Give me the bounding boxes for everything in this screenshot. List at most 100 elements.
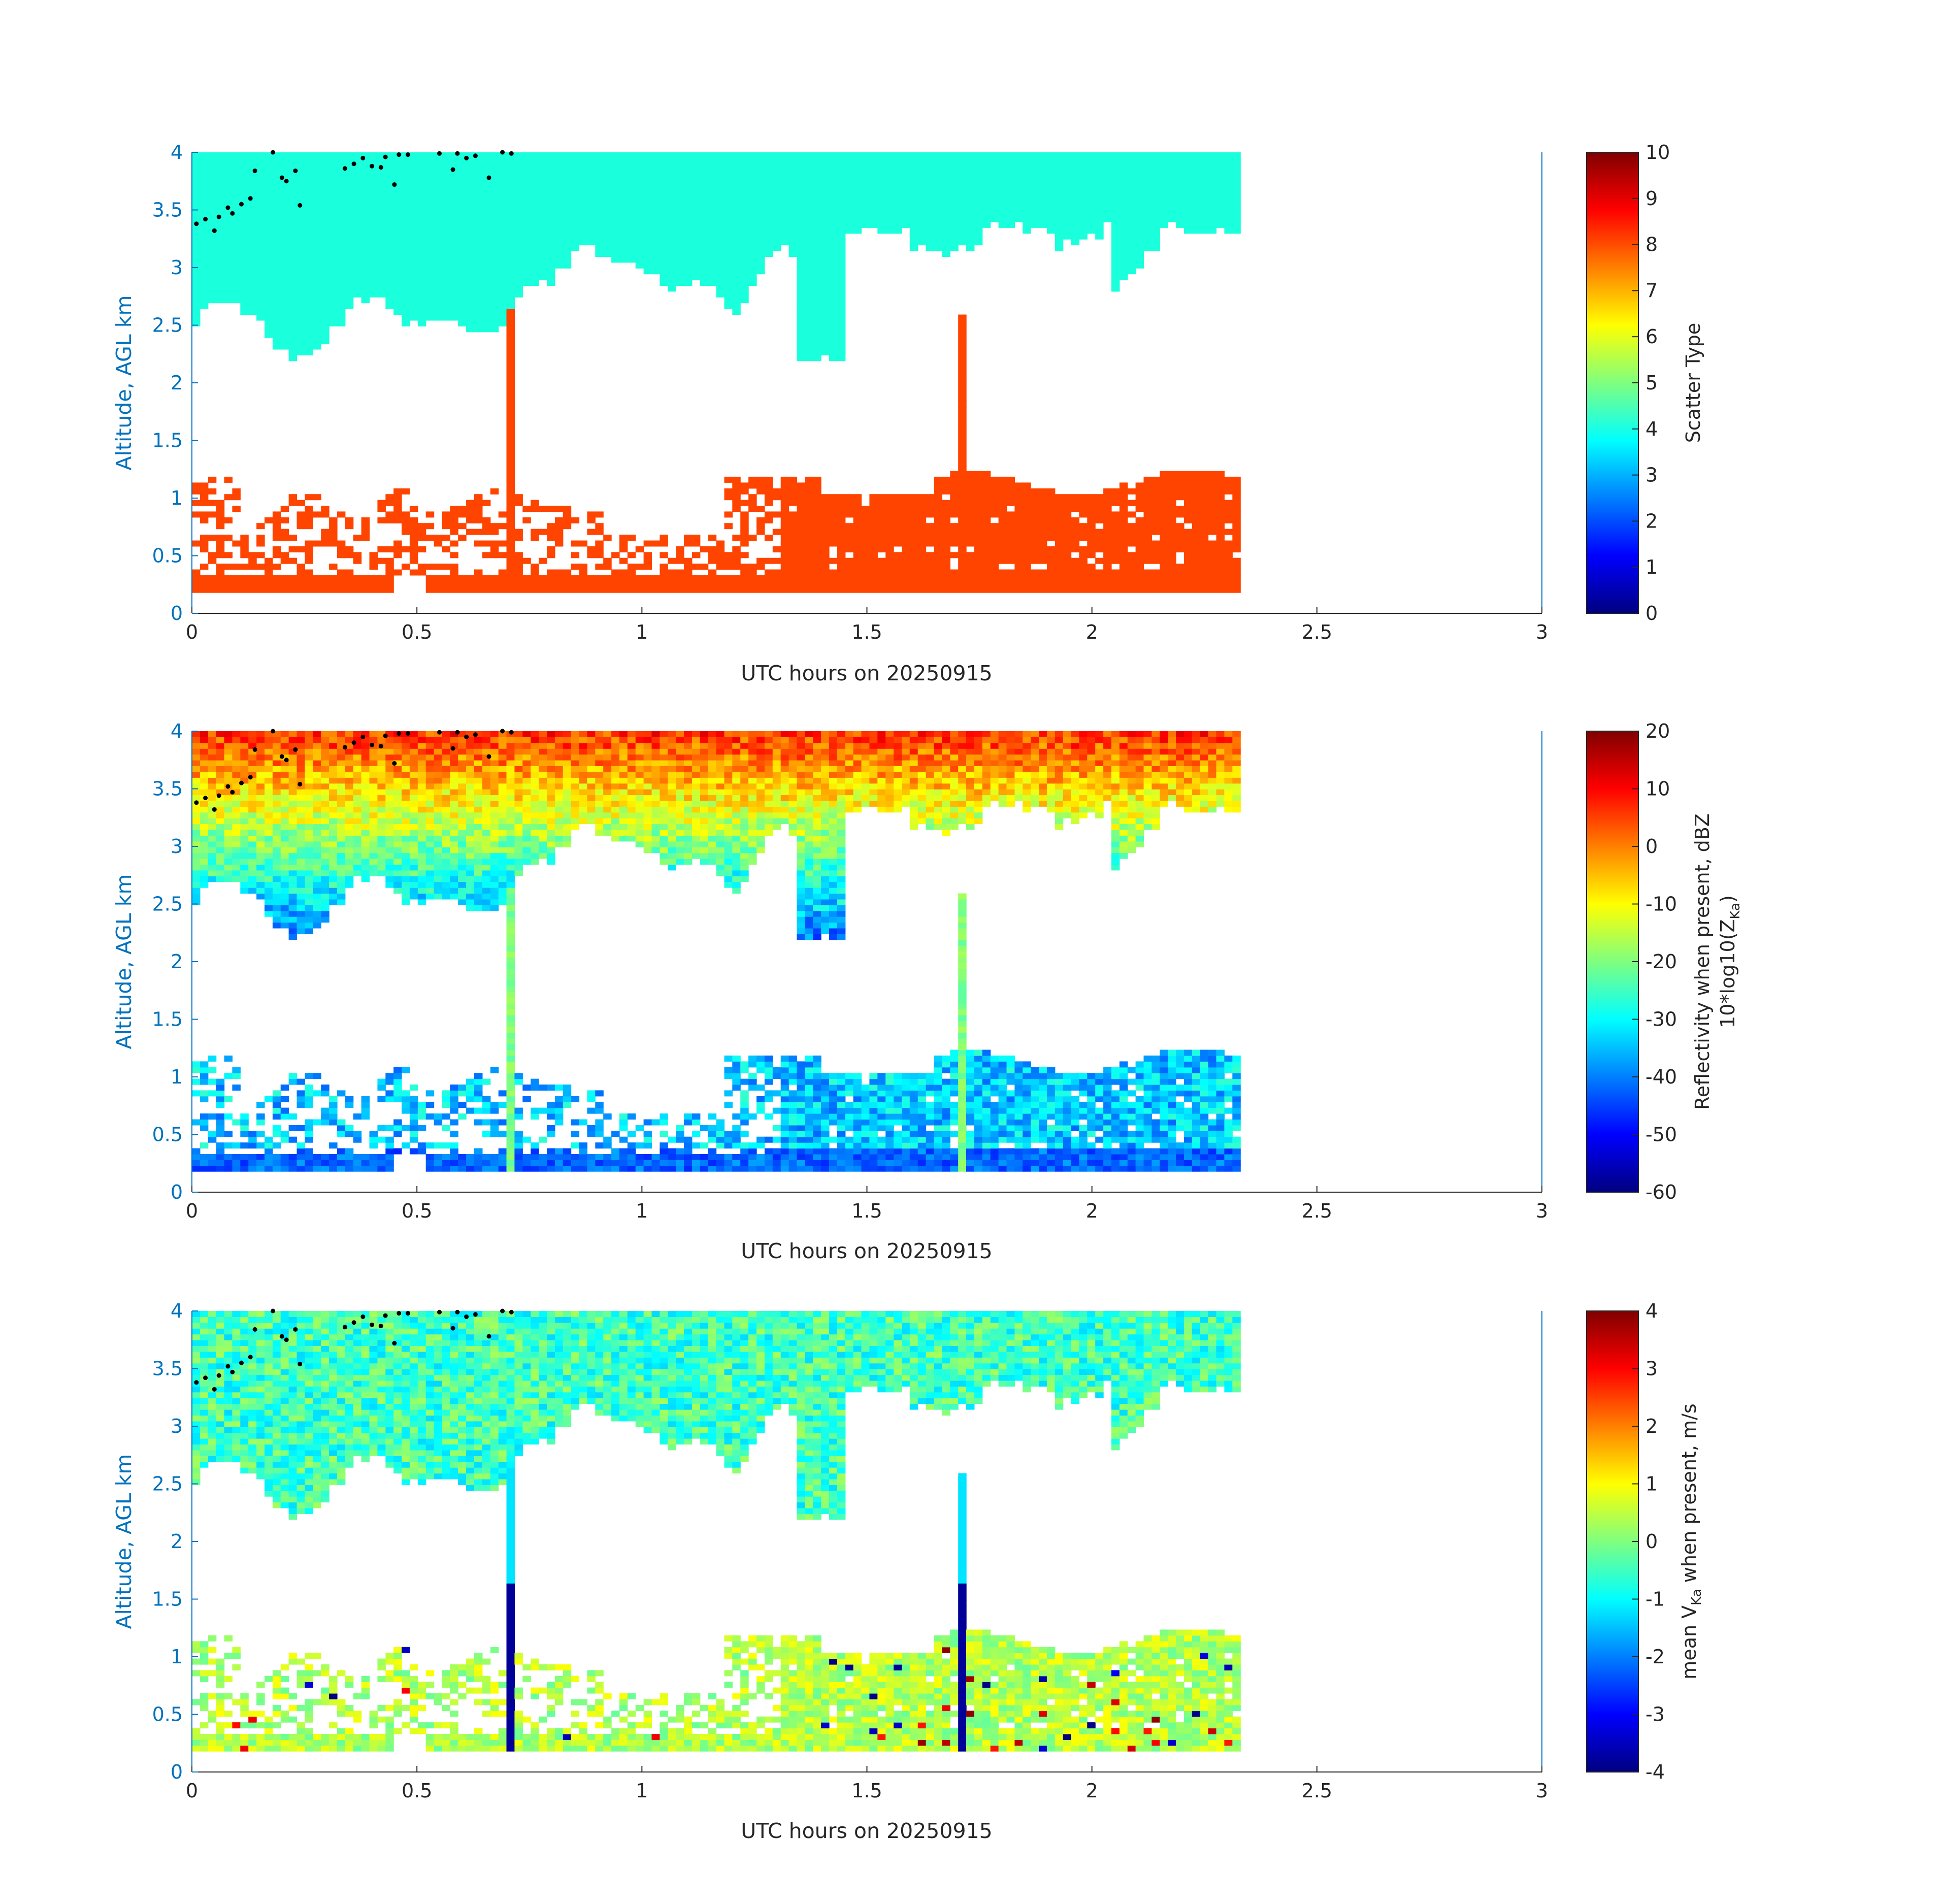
heatmap-cell	[482, 187, 491, 193]
heatmap-cell	[554, 163, 564, 170]
heatmap-cell	[1087, 204, 1096, 211]
heatmap-cell	[676, 204, 684, 211]
heatmap-cell	[345, 204, 354, 211]
heatmap-cell	[611, 152, 620, 158]
heatmap-cell	[200, 760, 209, 766]
heatmap-cell	[716, 557, 725, 564]
heatmap-cell	[950, 175, 959, 182]
heatmap-cell	[563, 210, 572, 217]
heatmap-cell	[1055, 239, 1064, 246]
heatmap-cell	[861, 552, 870, 559]
heatmap-cell	[619, 152, 628, 158]
heatmap-cell	[1200, 523, 1209, 530]
heatmap-cell	[611, 239, 620, 246]
heatmap-cell	[716, 268, 725, 275]
heatmap-cell	[902, 529, 910, 535]
heatmap-cell	[813, 575, 821, 581]
heatmap-cell	[837, 523, 846, 530]
heatmap-cell	[369, 552, 378, 559]
heatmap-cell	[1111, 152, 1120, 158]
heatmap-cell	[797, 175, 805, 182]
heatmap-cell	[1208, 158, 1217, 165]
heatmap-cell	[321, 216, 330, 222]
heatmap-cell	[740, 158, 749, 165]
heatmap-cell	[732, 233, 741, 240]
heatmap-cell	[772, 192, 781, 199]
heatmap-cell	[240, 1119, 249, 1126]
heatmap-cell	[651, 251, 660, 257]
heatmap-cell	[337, 268, 346, 275]
heatmap-cell	[1006, 192, 1015, 199]
heatmap-cell	[232, 864, 241, 871]
heatmap-cell	[297, 511, 305, 518]
heatmap-cell	[732, 552, 741, 559]
heatmap-cell	[660, 274, 668, 280]
heatmap-cell	[902, 511, 910, 518]
heatmap-cell	[216, 546, 225, 552]
heatmap-cell	[950, 500, 959, 506]
heatmap-cell	[902, 221, 910, 228]
heatmap-cell	[232, 754, 241, 761]
heatmap-cell	[1103, 192, 1112, 199]
heatmap-cell	[192, 210, 201, 217]
heatmap-cell	[442, 586, 450, 593]
heatmap-cell	[208, 1090, 217, 1097]
heatmap-cell	[756, 476, 765, 483]
heatmap-cell	[748, 268, 757, 275]
heatmap-cell	[651, 233, 660, 240]
heatmap-cell	[797, 239, 805, 246]
heatmap-cell	[337, 216, 346, 222]
heatmap-cell	[982, 586, 991, 593]
heatmap-cell	[861, 581, 870, 587]
heatmap-cell	[974, 239, 983, 246]
heatmap-cell	[1063, 163, 1072, 170]
heatmap-cell	[950, 163, 959, 170]
heatmap-cell	[861, 158, 870, 165]
heatmap-cell	[1119, 227, 1128, 234]
heatmap-cell	[248, 824, 257, 830]
heatmap-cell	[256, 199, 265, 205]
heatmap-cell	[208, 876, 217, 882]
heatmap-cell	[934, 552, 942, 559]
heatmap-cell	[442, 245, 450, 251]
heatmap-cell	[1006, 488, 1015, 495]
heatmap-cell	[192, 893, 201, 900]
heatmap-cell	[353, 280, 362, 286]
heatmap-cell	[288, 227, 298, 234]
heatmap-cell	[1111, 552, 1120, 559]
heatmap-cell	[547, 262, 555, 269]
heatmap-cell	[917, 192, 927, 199]
heatmap-cell	[232, 806, 241, 813]
heatmap-cell	[660, 158, 668, 165]
heatmap-cell	[853, 216, 862, 222]
heatmap-cell	[434, 274, 443, 280]
heatmap-cell	[1224, 517, 1233, 523]
heatmap-cell	[450, 251, 458, 257]
heatmap-cell	[676, 569, 684, 576]
heatmap-cell	[772, 581, 781, 587]
heatmap-cell	[708, 233, 717, 240]
heatmap-cell	[1192, 586, 1201, 593]
heatmap-cell	[958, 210, 967, 217]
heatmap-cell	[716, 170, 725, 176]
heatmap-cell	[434, 586, 443, 593]
heatmap-cell	[393, 274, 402, 280]
heatmap-cell	[1168, 210, 1176, 217]
heatmap-cell	[821, 309, 830, 315]
heatmap-cell	[571, 233, 580, 240]
heatmap-cell	[474, 170, 483, 176]
heatmap-cell	[192, 216, 201, 222]
heatmap-cell	[724, 488, 733, 495]
heatmap-cell	[708, 152, 717, 158]
heatmap-cell	[490, 285, 499, 292]
heatmap-cell	[797, 297, 805, 304]
heatmap-cell	[813, 511, 821, 518]
heatmap-cell	[676, 175, 684, 182]
heatmap-cell	[780, 586, 789, 593]
heatmap-cell	[240, 535, 249, 541]
heatmap-cell	[474, 575, 483, 581]
heatmap-cell	[958, 523, 967, 530]
heatmap-cell	[917, 535, 927, 541]
heatmap-cell	[643, 158, 652, 165]
